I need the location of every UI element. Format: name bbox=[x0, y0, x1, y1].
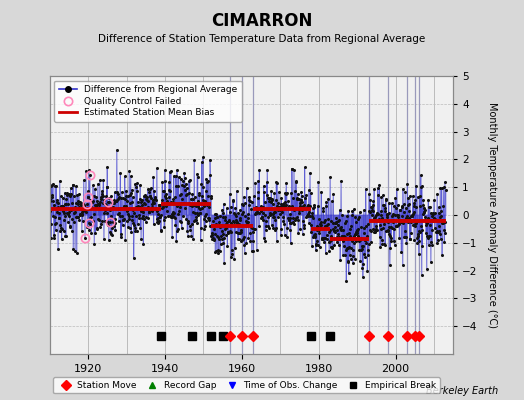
Legend: Station Move, Record Gap, Time of Obs. Change, Empirical Break: Station Move, Record Gap, Time of Obs. C… bbox=[53, 377, 440, 394]
Text: Difference of Station Temperature Data from Regional Average: Difference of Station Temperature Data f… bbox=[99, 34, 425, 44]
Text: CIMARRON: CIMARRON bbox=[211, 12, 313, 30]
Y-axis label: Monthly Temperature Anomaly Difference (°C): Monthly Temperature Anomaly Difference (… bbox=[487, 102, 497, 328]
Legend: Difference from Regional Average, Quality Control Failed, Estimated Station Mean: Difference from Regional Average, Qualit… bbox=[54, 80, 242, 122]
Text: Berkeley Earth: Berkeley Earth bbox=[425, 386, 498, 396]
